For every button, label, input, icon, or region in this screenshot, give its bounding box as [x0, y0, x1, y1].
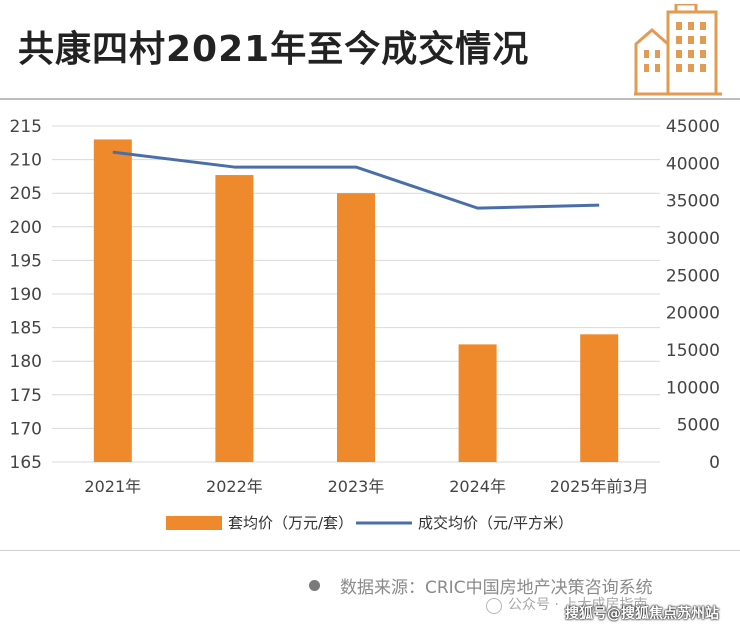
y-right-tick-label: 5000	[677, 416, 720, 436]
y-right-tick-label: 15000	[666, 341, 720, 361]
bullet-dot	[309, 580, 320, 591]
chart: 215 210 205 200 195 190 185 180 175 170 165 45000 4…	[10, 117, 720, 532]
watermark-sohu: 搜狐号@搜狐焦点苏州站	[565, 606, 719, 622]
y-right-tick-label: 30000	[666, 229, 720, 249]
x-tick-label: 2025年前3月	[550, 477, 649, 496]
legend-line-label: 成交均价（元/平方米）	[418, 514, 573, 532]
watermark-wechat: 公众号 · 上大成房指南	[508, 597, 648, 613]
y-left-tick-label: 170	[10, 419, 42, 439]
y-right-tick-label: 10000	[666, 378, 720, 398]
bar	[458, 344, 497, 462]
y-left-tick-label: 215	[10, 117, 42, 137]
x-tick-label: 2023年	[328, 477, 385, 496]
y-right-tick-label: 25000	[666, 266, 720, 286]
footer-divider	[0, 550, 740, 551]
y-left-tick-label: 180	[10, 352, 42, 372]
y-right-tick-label: 45000	[666, 117, 720, 137]
x-tick-label: 2024年	[449, 477, 506, 496]
y-right-tick-label: 0	[709, 453, 720, 473]
wechat-icon	[486, 598, 502, 614]
y-left-tick-label: 200	[10, 218, 42, 238]
legend-bar-label: 套均价（万元/套）	[228, 514, 353, 532]
y-left-tick-label: 175	[10, 386, 42, 406]
legend-bar-swatch	[166, 516, 222, 530]
x-tick-label: 2021年	[84, 477, 141, 496]
y-left-tick-label: 190	[10, 285, 42, 305]
x-tick-label: 2022年	[206, 477, 263, 496]
chart-title: 共康四村2021年至今成交情况	[18, 29, 530, 70]
y-left-tick-label: 185	[10, 319, 42, 339]
bar	[580, 334, 619, 462]
bar	[93, 139, 132, 462]
y-left-tick-label: 210	[10, 151, 42, 171]
y-right-tick-label: 20000	[666, 304, 720, 324]
bar	[337, 193, 375, 462]
y-right-tick-label: 35000	[666, 192, 720, 212]
bar	[215, 175, 254, 462]
y-left-tick-label: 195	[10, 251, 42, 271]
series-line	[112, 150, 600, 210]
y-right-tick-label: 40000	[666, 154, 720, 174]
source-note: 数据来源：CRIC中国房地产决策咨询系统	[340, 578, 653, 598]
y-left-tick-label: 205	[10, 184, 42, 204]
title-divider	[0, 98, 740, 100]
y-left-tick-label: 165	[10, 453, 42, 473]
building-icon	[634, 4, 722, 96]
